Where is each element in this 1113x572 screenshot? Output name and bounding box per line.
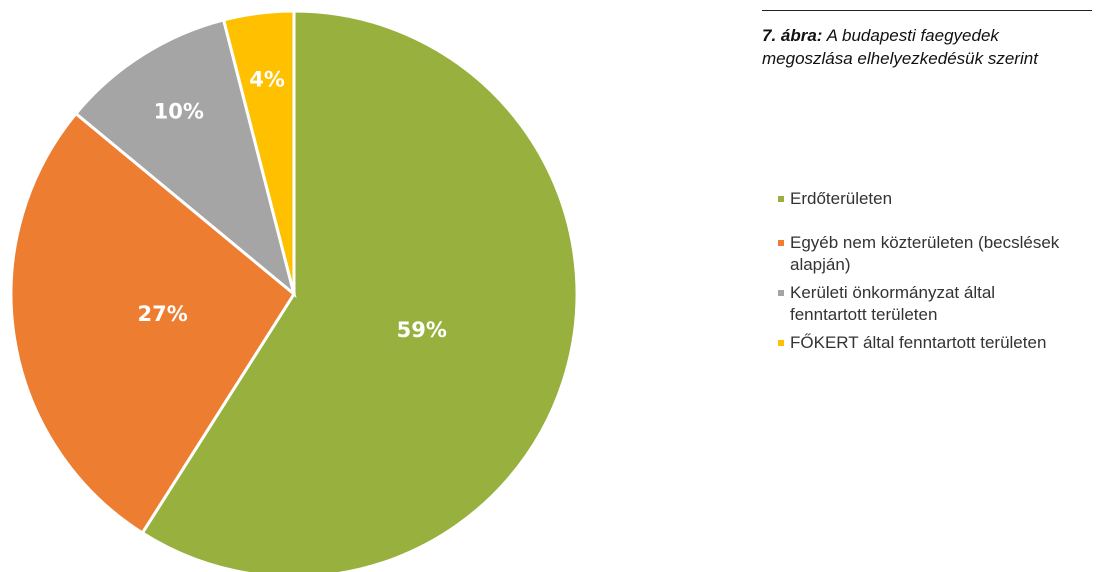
legend-label: FŐKERT által fenntartott területen: [790, 333, 1047, 352]
legend-swatch: [778, 340, 784, 346]
title-box: 7. ábra: A budapesti faegyedek megoszlás…: [762, 10, 1092, 70]
title-label: 7. ábra:: [762, 26, 823, 45]
legend-label: Egyéb nem közterületen (becslések alapjá…: [790, 233, 1060, 274]
legend: Erdőterületen Egyéb nem közterületen (bec…: [778, 188, 1113, 354]
legend-item: Erdőterületen: [778, 188, 1070, 210]
value-label: 27%: [137, 302, 187, 326]
legend-swatch: [778, 196, 784, 202]
legend-item: Egyéb nem közterületen (becslések alapjá…: [778, 232, 1070, 276]
legend-item: Kerületi önkormányzat által fenntartott …: [778, 282, 1070, 326]
chart-title: A budapesti faegyedek megoszlása elhelye…: [762, 26, 1038, 68]
value-label: 4%: [249, 68, 285, 92]
legend-item: FŐKERT által fenntartott területen: [778, 332, 1113, 354]
legend-label: Kerületi önkormányzat által fenntartott …: [790, 283, 996, 324]
pie-slice: [73, 18, 297, 299]
value-label: 10%: [154, 99, 204, 123]
legend-swatch: [778, 290, 784, 296]
legend-swatch: [778, 240, 784, 246]
value-label: 59%: [397, 318, 447, 342]
pie-slice: [9, 111, 296, 536]
legend-label: Erdőterületen: [790, 189, 893, 208]
pie-slice: [221, 9, 296, 295]
pie-slice: [140, 9, 579, 572]
